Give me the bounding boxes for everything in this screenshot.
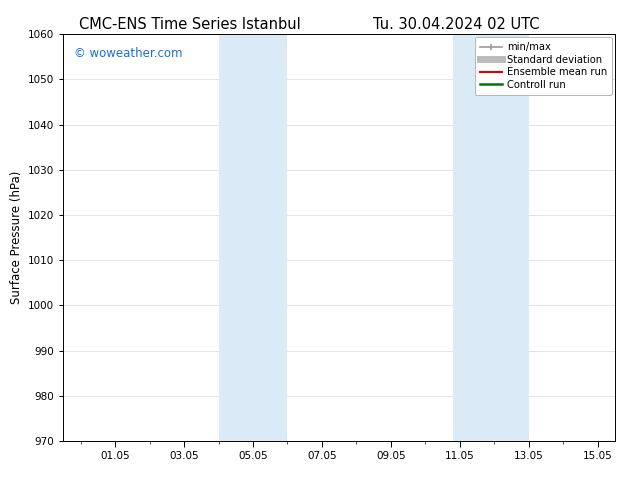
Bar — [453, 34, 529, 441]
Y-axis label: Surface Pressure (hPa): Surface Pressure (hPa) — [10, 171, 23, 304]
Text: © woweather.com: © woweather.com — [74, 47, 183, 59]
Text: CMC-ENS Time Series Istanbul: CMC-ENS Time Series Istanbul — [79, 17, 301, 32]
Text: Tu. 30.04.2024 02 UTC: Tu. 30.04.2024 02 UTC — [373, 17, 540, 32]
Legend: min/max, Standard deviation, Ensemble mean run, Controll run: min/max, Standard deviation, Ensemble me… — [475, 37, 612, 95]
Bar — [219, 34, 287, 441]
